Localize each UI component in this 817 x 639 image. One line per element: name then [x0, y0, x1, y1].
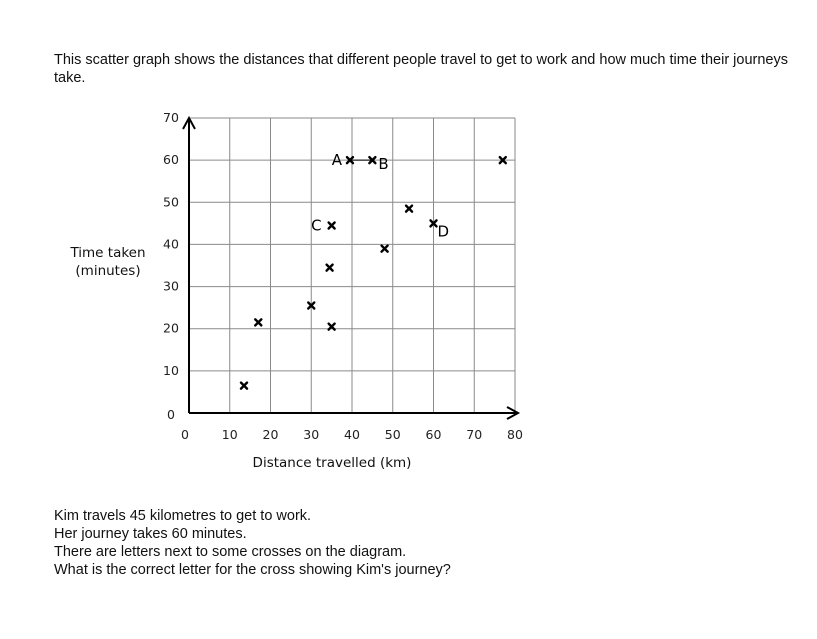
point-cross-stroke: [429, 219, 438, 228]
point-letter-label: B: [378, 155, 388, 173]
point-cross-stroke: [327, 221, 336, 230]
point-letter-label: C: [311, 216, 321, 234]
x-tick-label: 50: [385, 427, 401, 442]
point-cross-stroke: [498, 155, 507, 165]
data-point: B: [368, 155, 389, 173]
x-axis-arrow: [506, 406, 521, 420]
point-letter-label: D: [438, 222, 450, 240]
data-point: [404, 204, 414, 213]
point-cross-stroke: [327, 322, 336, 331]
x-tick-label: 70: [466, 427, 482, 442]
y-tick-label: 50: [163, 194, 179, 209]
chart-grid: [189, 117, 516, 413]
y-axis-arrow: [182, 115, 196, 130]
data-point: [254, 318, 263, 327]
y-axis-label-line: Time taken: [70, 245, 146, 261]
x-tick-label: 80: [507, 427, 523, 442]
data-point: [380, 244, 389, 253]
point-cross-stroke: [404, 204, 414, 213]
point-cross-stroke: [254, 318, 263, 327]
y-tick-label: 70: [163, 110, 179, 125]
x-tick-label: 0: [181, 427, 189, 442]
question-text: Kim travels 45 kilometres to get to work…: [54, 507, 451, 579]
point-cross-stroke: [325, 263, 334, 272]
chart-tick-labels: 0 10 20 30 40 50 60 70 80 0 10 20 30 40 50 60 70: [163, 110, 523, 442]
data-point: D: [429, 219, 450, 240]
question-line: Her journey takes 60 minutes.: [54, 526, 247, 542]
y-tick-label: 20: [163, 321, 179, 336]
point-cross-stroke: [380, 244, 389, 253]
data-point: [327, 322, 336, 331]
data-point: [239, 381, 249, 390]
x-axis-label: Distance travelled (km): [252, 455, 412, 471]
data-point: [325, 263, 334, 272]
x-tick-label: 20: [263, 427, 279, 442]
point-letter-label: A: [332, 151, 343, 169]
question-line: What is the correct letter for the cross…: [54, 562, 451, 578]
question-line: There are letters next to some crosses o…: [54, 544, 407, 560]
x-tick-label: 10: [222, 427, 238, 442]
chart-points: C A B D: [239, 151, 507, 390]
data-point: [307, 301, 316, 310]
y-tick-label: 10: [163, 363, 179, 378]
x-tick-label: 30: [303, 427, 319, 442]
y-tick-label: 0: [167, 407, 175, 422]
y-tick-label: 40: [163, 236, 179, 251]
y-axis-label-line: (minutes): [75, 263, 141, 279]
y-axis-label: Time taken (minutes): [66, 244, 150, 280]
point-cross-stroke: [307, 301, 316, 310]
y-tick-label: 60: [163, 152, 179, 167]
x-tick-label: 60: [426, 427, 442, 442]
point-cross-stroke: [239, 381, 249, 390]
y-tick-label: 30: [163, 279, 179, 294]
x-tick-label: 40: [344, 427, 360, 442]
data-point: C: [311, 216, 336, 234]
data-point: [498, 155, 507, 165]
chart-axes: [182, 115, 521, 420]
intro-text: This scatter graph shows the distances t…: [54, 52, 788, 86]
question-line: Kim travels 45 kilometres to get to work…: [54, 508, 312, 524]
